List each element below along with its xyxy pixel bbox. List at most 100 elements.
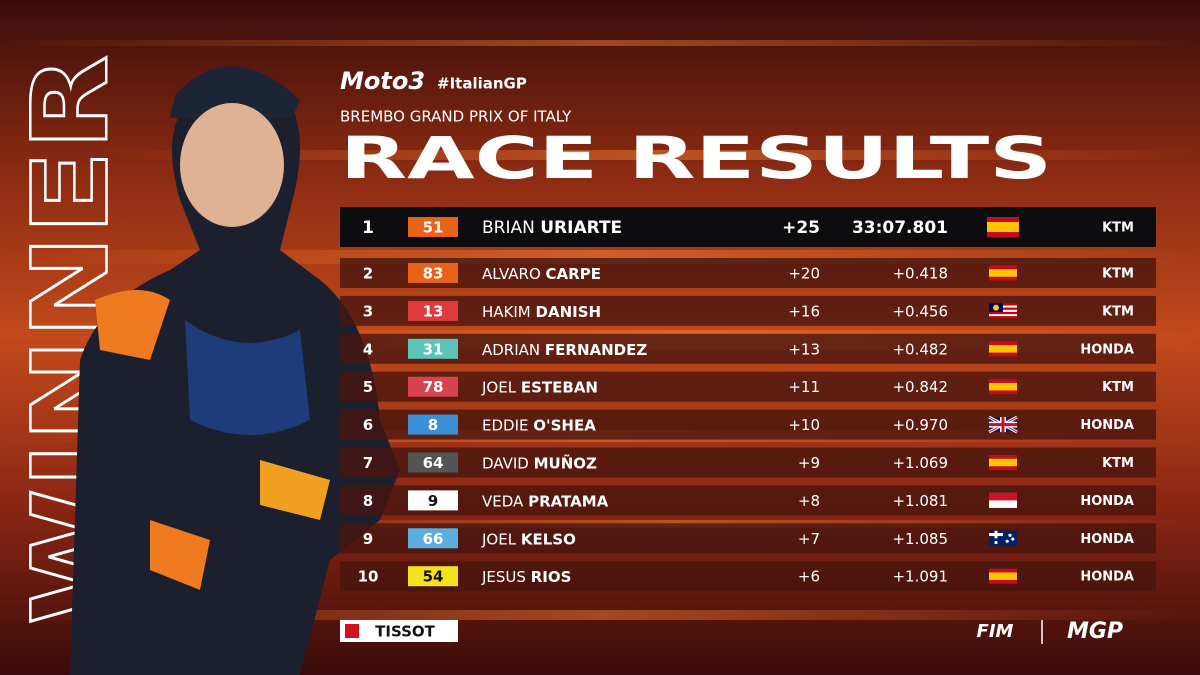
- sponsor-logo: TISSOT: [340, 620, 458, 642]
- rider-number: 51: [423, 219, 444, 237]
- number-box: [408, 528, 458, 549]
- last-name: KELSO: [521, 530, 576, 548]
- result-row: 5 78 JOEL ESTEBAN +11 +0.842 KTM: [340, 371, 1156, 402]
- sponsor: TISSOT: [375, 623, 435, 641]
- points: +13: [788, 340, 820, 358]
- rider-name: ALVARO CARPE: [482, 265, 601, 283]
- row-background: [340, 295, 1156, 326]
- rider-number: 83: [423, 265, 444, 283]
- rider-name: JOEL ESTEBAN: [481, 378, 598, 396]
- points: +10: [788, 416, 820, 434]
- position: 7: [363, 454, 373, 472]
- brand: Moto3: [340, 67, 425, 95]
- rider-number: 54: [423, 568, 444, 586]
- points: +7: [798, 530, 820, 548]
- time: +1.091: [892, 568, 948, 586]
- first-name: EDDIE: [482, 416, 528, 434]
- flag-part: [989, 458, 1017, 467]
- time: +0.842: [892, 378, 948, 396]
- flag-part: [994, 540, 998, 545]
- position: 5: [363, 378, 373, 396]
- rider-number: 66: [423, 530, 444, 548]
- first-name: HAKIM: [482, 302, 531, 320]
- first-name: DAVID: [482, 454, 529, 472]
- row-background: [340, 207, 1156, 247]
- last-name: URIARTE: [540, 218, 622, 238]
- team: HONDA: [1080, 570, 1134, 585]
- flag-part: [989, 345, 1017, 353]
- row-background: [340, 258, 1156, 288]
- flag-part: [989, 382, 1017, 391]
- rider-number: 13: [423, 302, 444, 320]
- rider-number: 8: [428, 416, 438, 434]
- rider-number: 78: [423, 378, 444, 396]
- rider-name: BRIAN URIARTE: [482, 218, 622, 238]
- series-logo: MGP: [1067, 619, 1123, 644]
- number-box: [408, 338, 458, 359]
- row-background: [340, 561, 1156, 592]
- result-row: 6 8 EDDIE O'SHEA +10 +0.970 HONDA: [340, 409, 1156, 440]
- flag: [989, 265, 1017, 281]
- flag: [989, 303, 1017, 319]
- flag-part: [989, 572, 1017, 580]
- points: +25: [782, 218, 820, 238]
- result-row: 10 54 JESUS RIOS +6 +1.091 HONDA: [340, 561, 1156, 592]
- first-name: BRIAN: [482, 218, 535, 238]
- position: 2: [363, 265, 373, 283]
- rider-number: 64: [423, 454, 444, 472]
- result-row: 3 13 HAKIM DANISH +16 +0.456 KTM: [340, 295, 1156, 326]
- flag: [988, 415, 1018, 434]
- position: 10: [358, 568, 379, 586]
- first-name: JESUS: [481, 568, 526, 586]
- result-row: 4 31 ADRIAN FERNANDEZ +13 +0.482 HONDA: [340, 333, 1156, 364]
- team: KTM: [1102, 456, 1134, 471]
- points: +20: [788, 265, 820, 283]
- flag-part: [989, 533, 1003, 537]
- title: RACE RESULTS: [340, 124, 1052, 192]
- number-box: [408, 300, 458, 321]
- result-row: 1 51 BRIAN URIARTE +25 33:07.801 KTM: [340, 207, 1156, 247]
- number-box: [408, 263, 458, 283]
- flag: [989, 455, 1017, 470]
- position: 4: [363, 340, 373, 358]
- result-row: 7 64 DAVID MUÑOZ +9 +1.069 KTM: [340, 447, 1156, 478]
- hashtag: #ItalianGP: [437, 75, 527, 93]
- first-name: JOEL: [481, 530, 517, 548]
- time: 33:07.801: [852, 218, 948, 238]
- flag-part: [987, 222, 1019, 232]
- flag-part: [989, 269, 1017, 277]
- flag-part: [993, 304, 999, 311]
- time: +0.418: [892, 265, 948, 283]
- number-box: [408, 414, 458, 435]
- result-row: 8 9 VEDA PRATAMA +8 +1.081 HONDA: [340, 485, 1156, 516]
- position: 3: [363, 302, 373, 320]
- event-name: BREMBO GRAND PRIX OF ITALY: [340, 108, 572, 126]
- team: KTM: [1102, 304, 1134, 319]
- rider-name: JESUS RIOS: [481, 568, 571, 586]
- number-box: [408, 452, 458, 473]
- last-name: RIOS: [531, 568, 572, 586]
- number-box: [408, 490, 458, 511]
- team: KTM: [1102, 380, 1134, 395]
- time: +1.085: [892, 530, 948, 548]
- last-name: DANISH: [536, 302, 602, 320]
- points: +8: [798, 492, 820, 510]
- row-background: [340, 333, 1156, 364]
- federation-logo: FIM: [977, 621, 1014, 642]
- flag-part: [989, 314, 1017, 317]
- team: HONDA: [1080, 418, 1134, 433]
- row-background: [340, 523, 1156, 554]
- time: +0.482: [892, 340, 948, 358]
- first-name: VEDA: [482, 492, 524, 510]
- flag-part: [989, 423, 1017, 427]
- first-name: JOEL: [481, 378, 517, 396]
- points: +9: [798, 454, 820, 472]
- row-background: [340, 447, 1156, 478]
- flag-part: [1005, 539, 1009, 543]
- number-box: [408, 217, 458, 237]
- last-name: PRATAMA: [528, 492, 609, 510]
- flag-part: [1008, 533, 1012, 537]
